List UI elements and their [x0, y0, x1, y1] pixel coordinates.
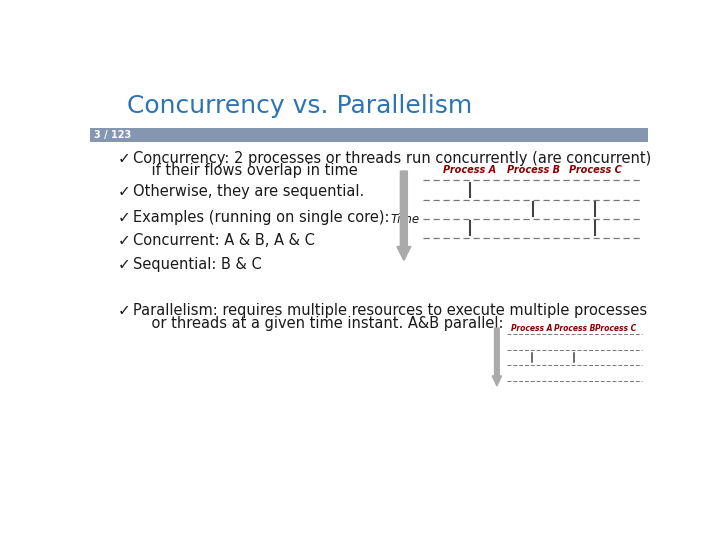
Text: ✓: ✓ [118, 257, 130, 272]
Text: Concurrency vs. Parallelism: Concurrency vs. Parallelism [127, 94, 472, 118]
Text: Sequential: B & C: Sequential: B & C [133, 257, 262, 272]
Text: Process B: Process B [554, 323, 595, 333]
FancyArrow shape [397, 171, 411, 260]
Text: Time: Time [391, 213, 420, 226]
Text: Process C: Process C [569, 165, 621, 175]
Text: Process A: Process A [511, 323, 552, 333]
Text: 3 / 123: 3 / 123 [94, 130, 131, 140]
Text: or threads at a given time instant. A&B parallel:: or threads at a given time instant. A&B … [133, 316, 504, 331]
Text: ✓: ✓ [118, 303, 130, 319]
Text: ✓: ✓ [118, 233, 130, 248]
Text: Otherwise, they are sequential.: Otherwise, they are sequential. [133, 184, 364, 199]
Text: ✓: ✓ [118, 210, 130, 225]
FancyArrow shape [492, 328, 502, 386]
Bar [90, 128, 648, 142]
Text: if their flows overlap in time: if their flows overlap in time [133, 164, 358, 178]
Text: ✓: ✓ [118, 184, 130, 199]
Text: Examples (running on single core):: Examples (running on single core): [133, 210, 390, 225]
Text: Process A: Process A [444, 165, 496, 175]
Text: Parallelism: requires multiple resources to execute multiple processes: Parallelism: requires multiple resources… [133, 303, 647, 319]
Text: Concurrency: 2 processes or threads run concurrently (are concurrent): Concurrency: 2 processes or threads run … [133, 151, 652, 166]
Text: Process C: Process C [595, 323, 636, 333]
Text: Process B: Process B [507, 165, 560, 175]
Text: ✓: ✓ [118, 151, 130, 166]
Text: Concurrent: A & B, A & C: Concurrent: A & B, A & C [133, 233, 315, 248]
